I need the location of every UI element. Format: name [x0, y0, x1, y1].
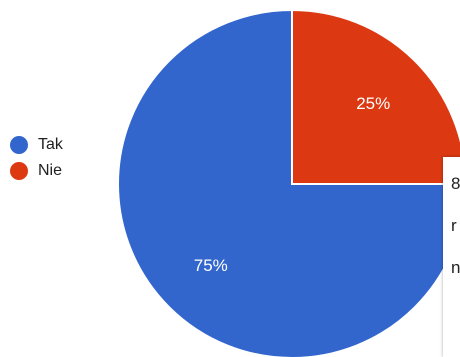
pie-data-label-tak: 75%: [194, 256, 228, 275]
legend-item-nie[interactable]: Nie: [10, 160, 63, 182]
tooltip-line-2: r: [451, 216, 457, 235]
legend-label-nie: Nie: [38, 162, 63, 179]
legend-label-tak: Tak: [38, 136, 63, 153]
hover-tooltip: 8 r n: [443, 157, 460, 357]
legend-swatch-tak: [10, 136, 28, 154]
pie-slice-tak[interactable]: [117, 8, 460, 357]
pie-slice-nie[interactable]: [291, 8, 460, 185]
chart-legend: Tak Nie: [10, 134, 63, 186]
tooltip-line-1: 8: [451, 174, 460, 193]
legend-item-tak[interactable]: Tak: [10, 134, 63, 156]
tooltip-line-3: n: [451, 258, 460, 277]
pie-data-label-nie: 25%: [356, 94, 390, 113]
legend-swatch-nie: [10, 162, 28, 180]
